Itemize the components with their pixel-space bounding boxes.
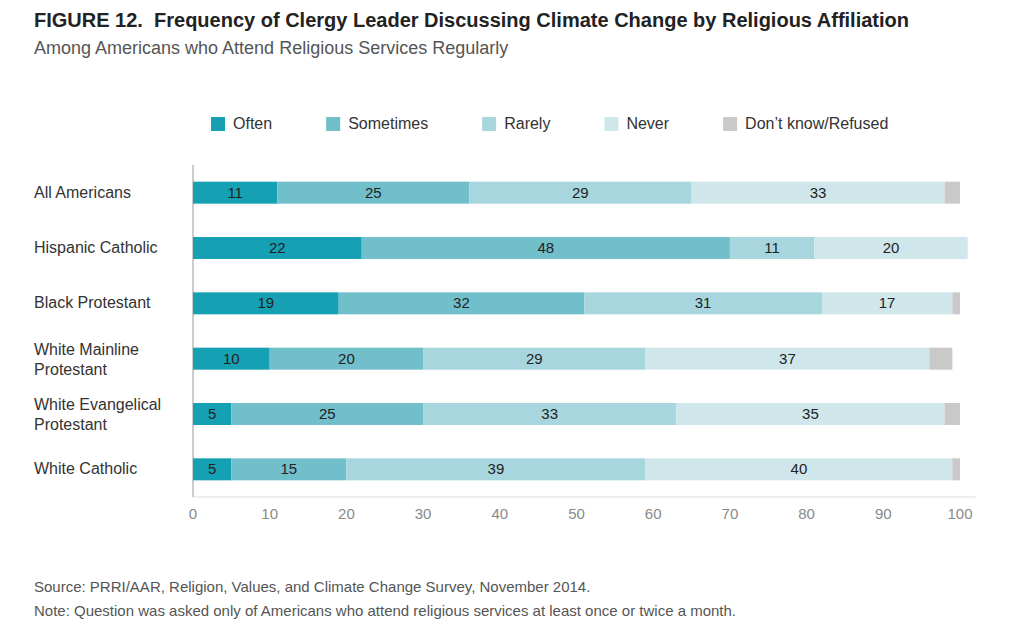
y-axis-line xyxy=(193,165,194,497)
bar-segment xyxy=(193,182,277,204)
annotation: Note: Question was asked only of America… xyxy=(34,602,736,619)
tick-label: 60 xyxy=(645,505,662,522)
category-label: Hispanic Catholic xyxy=(34,239,158,256)
bar-segment xyxy=(646,458,953,480)
bar-segment xyxy=(952,292,960,314)
bar-segment xyxy=(814,237,967,259)
bar-segment xyxy=(423,403,676,425)
tick-label: 50 xyxy=(568,505,585,522)
bar-segment xyxy=(193,458,231,480)
data-label: 25 xyxy=(365,184,382,201)
legend: Often Sometimes Rarely Never Don’t know/Refu… xyxy=(211,115,888,132)
data-label: 33 xyxy=(810,184,827,201)
data-label: 37 xyxy=(779,350,796,367)
tick-label: 100 xyxy=(947,505,972,522)
tick-label: 20 xyxy=(338,505,355,522)
bar-segment xyxy=(423,348,645,370)
bar-segment xyxy=(346,458,645,480)
legend-swatch xyxy=(604,117,618,131)
bar-segment xyxy=(277,182,469,204)
data-label: 15 xyxy=(281,460,298,477)
bar-segment xyxy=(692,182,945,204)
legend-swatch xyxy=(326,117,340,131)
category-label: White Evangelical Protestant xyxy=(34,396,161,433)
legend-label: Never xyxy=(626,115,669,132)
data-label: 5 xyxy=(208,405,216,422)
title: FIGURE 12. Frequency of Clergy Leader Di… xyxy=(34,9,909,31)
tick-label: 90 xyxy=(875,505,892,522)
bar-segment xyxy=(730,237,814,259)
bar-segment xyxy=(270,348,423,370)
bar-segment xyxy=(945,403,960,425)
category-label: White Catholic xyxy=(34,460,137,477)
bars xyxy=(193,182,968,481)
tick-label: 70 xyxy=(722,505,739,522)
data-label: 11 xyxy=(227,184,243,201)
x-axis-line xyxy=(193,497,975,498)
tick-label: 10 xyxy=(261,505,278,522)
bar-segment xyxy=(646,348,930,370)
data-label: 33 xyxy=(541,405,558,422)
bar-segment xyxy=(952,458,960,480)
category-label: White Mainline Protestant xyxy=(34,341,139,378)
bar-segment xyxy=(469,182,691,204)
legend-label: Often xyxy=(233,115,272,132)
data-label: 20 xyxy=(883,239,900,256)
data-label: 29 xyxy=(526,350,543,367)
data-label: 31 xyxy=(695,294,712,311)
category-label: All Americans xyxy=(34,184,131,201)
category-label-line: White Mainline xyxy=(34,341,139,358)
bar-segment xyxy=(231,458,346,480)
data-label: 5 xyxy=(208,460,216,477)
category-label-line: Protestant xyxy=(34,416,107,433)
bar-segment xyxy=(584,292,822,314)
data-label: 35 xyxy=(802,405,819,422)
bar-segment xyxy=(822,292,952,314)
data-label: 11 xyxy=(764,239,780,256)
category-label-line: Protestant xyxy=(34,361,107,378)
bar-segment xyxy=(193,348,270,370)
bar-segment xyxy=(929,348,952,370)
legend-label: Rarely xyxy=(504,115,550,132)
bar-segment xyxy=(362,237,730,259)
legend-label: Don’t know/Refused xyxy=(745,115,888,132)
data-label: 40 xyxy=(791,460,808,477)
legend-label: Sometimes xyxy=(348,115,428,132)
data-label: 25 xyxy=(319,405,336,422)
legend-swatch xyxy=(211,117,225,131)
data-label: 32 xyxy=(453,294,470,311)
bar-segment xyxy=(676,403,944,425)
subtitle: Among Americans who Attend Religious Ser… xyxy=(34,38,508,58)
data-label: 29 xyxy=(572,184,589,201)
bar-segment xyxy=(193,403,231,425)
legend-swatch xyxy=(482,117,496,131)
bar-segment xyxy=(193,237,362,259)
data-labels: 11 25 29 33 22 48 11 20 19 32 31 17 10 20 29 37 5 25 33 35 5… xyxy=(208,184,899,478)
tick-label: 80 xyxy=(798,505,815,522)
bar-segment xyxy=(231,403,423,425)
data-label: 22 xyxy=(269,239,286,256)
bar-segment xyxy=(193,292,339,314)
category-label: Black Protestant xyxy=(34,294,151,311)
bar-segment xyxy=(945,182,960,204)
tick-label: 30 xyxy=(415,505,432,522)
bar-segment xyxy=(967,237,968,259)
data-label: 17 xyxy=(879,294,896,311)
annotation: Source: PRRI/AAR, Religion, Values, and … xyxy=(34,578,590,595)
chart: FIGURE 12. Frequency of Clergy Leader Di… xyxy=(0,0,1024,638)
data-label: 10 xyxy=(223,350,240,367)
tick-label: 40 xyxy=(491,505,508,522)
category-label-line: White Evangelical xyxy=(34,396,161,413)
legend-swatch xyxy=(723,117,737,131)
bar-segment xyxy=(339,292,584,314)
data-label: 20 xyxy=(338,350,355,367)
tick-label: 0 xyxy=(189,505,197,522)
data-label: 19 xyxy=(258,294,275,311)
data-label: 39 xyxy=(488,460,505,477)
data-label: 48 xyxy=(537,239,554,256)
